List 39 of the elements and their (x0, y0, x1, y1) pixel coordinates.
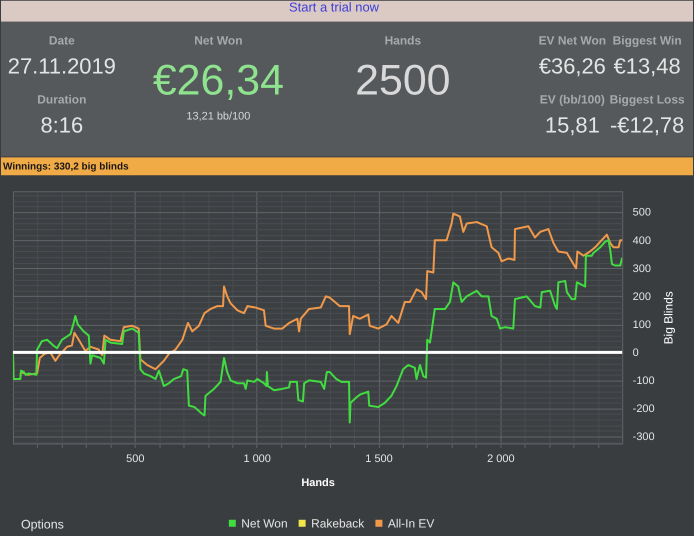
line-series (12, 239, 622, 424)
text: €13,48 (614, 54, 681, 79)
text: Date (48, 34, 76, 48)
y-tick-label: 200 (632, 290, 651, 303)
text: Start a trial now (289, 0, 380, 15)
text: Options (20, 517, 64, 532)
text: €26,34 (152, 56, 284, 104)
text: 13,21 bb/100 (186, 110, 250, 122)
text: Biggest Loss (610, 92, 686, 106)
y-tick-label: 0 (632, 346, 639, 359)
y-tick-label: 100 (632, 318, 651, 331)
text: Net Won (194, 34, 243, 48)
y-tick-label: -200 (632, 402, 655, 415)
text: EV Net Won (538, 34, 606, 48)
text: EV (bb/100) (540, 92, 605, 106)
legend-label: Rakeback (311, 516, 364, 530)
legend-label: Net Won (241, 516, 288, 530)
text: -€12,78 (610, 112, 684, 138)
y-axis-title: Big Blinds (662, 291, 676, 344)
text: 8:16 (40, 112, 84, 138)
chart-title: Winnings: 330,2 big blinds (2, 161, 130, 172)
text: 2500 (355, 56, 451, 104)
text: €36,26 (538, 54, 606, 79)
y-tick-label: 500 (632, 206, 651, 219)
x-axis-title: Hands (301, 476, 335, 489)
x-tick-label: 1 500 (365, 452, 393, 465)
text: 15,81 (544, 112, 600, 138)
text: Duration (37, 92, 86, 106)
x-tick-label: 2 000 (487, 452, 515, 465)
y-tick-label: -300 (632, 430, 655, 443)
text: Biggest Win (612, 34, 682, 48)
text: Hands (384, 34, 422, 48)
text: 27.11.2019 (8, 54, 116, 79)
y-tick-label: 300 (632, 262, 651, 275)
y-tick-label: 400 (632, 234, 651, 247)
legend-label: All-In EV (388, 516, 434, 530)
x-tick-label: 1 000 (243, 452, 271, 465)
y-tick-label: -100 (632, 374, 655, 387)
x-tick-label: 500 (126, 452, 144, 465)
